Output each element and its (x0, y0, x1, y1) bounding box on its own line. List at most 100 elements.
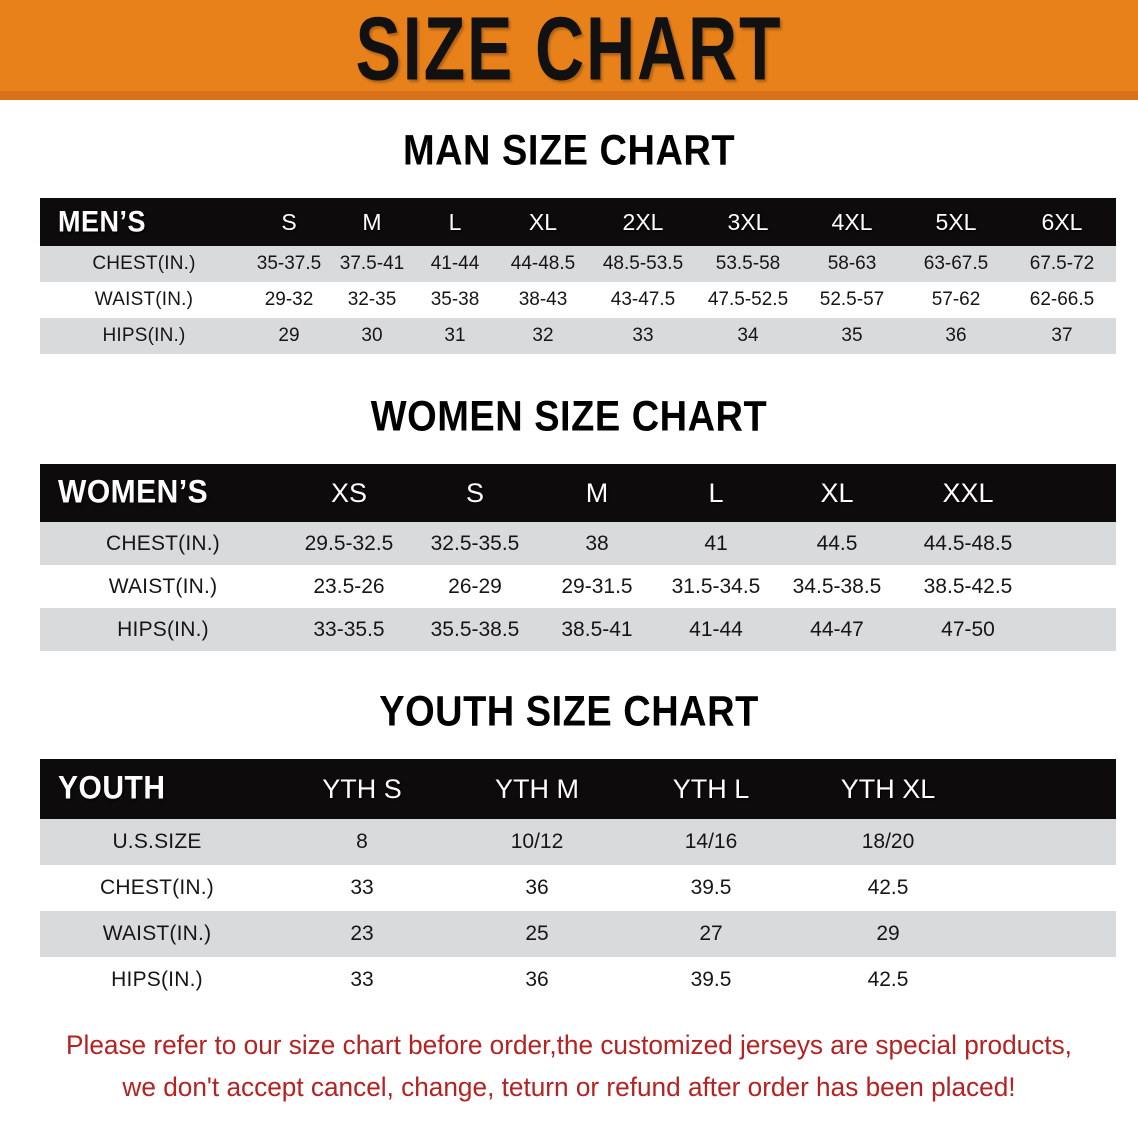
men-row-label-0: CHEST(IN.) (40, 246, 248, 282)
women-row-label-0: CHEST(IN.) (40, 522, 286, 565)
youth-cell-3-3: 42.5 (798, 957, 978, 1003)
men-cell-0-4: 48.5-53.5 (590, 246, 696, 282)
men-col-header-5: 3XL (727, 208, 769, 235)
youth-cell-0-1: 10/12 (450, 819, 624, 865)
men-cell-2-7: 36 (904, 318, 1008, 354)
men-cell-1-3: 38-43 (496, 282, 590, 318)
table-row: HIPS(IN.) 29 30 31 32 33 34 35 36 37 (40, 318, 1116, 354)
women-cell-0-4: 44.5 (776, 522, 898, 565)
page-banner: SIZE CHART (0, 0, 1138, 100)
table-row: CHEST(IN.) 33 36 39.5 42.5 (40, 865, 1116, 911)
women-cell-2-2: 38.5-41 (538, 608, 656, 651)
men-col-header-8: 6XL (1041, 208, 1083, 235)
youth-cell-1-1: 36 (450, 865, 624, 911)
men-cell-0-1: 37.5-41 (330, 246, 414, 282)
youth-cell-1-2: 39.5 (624, 865, 798, 911)
women-cell-1-1: 26-29 (412, 565, 538, 608)
men-col-header-2: L (448, 208, 462, 235)
youth-section-title: YOUTH SIZE CHART (379, 688, 759, 736)
page-title: SIZE CHART (355, 0, 783, 100)
youth-cell-3-1: 36 (450, 957, 624, 1003)
women-cell-0-3: 41 (656, 522, 776, 565)
table-row: HIPS(IN.) 33 36 39.5 42.5 (40, 957, 1116, 1003)
women-cell-1-filler (1038, 565, 1116, 608)
women-cell-2-3: 41-44 (656, 608, 776, 651)
youth-col-header-filler (978, 759, 1116, 819)
women-col-header-1: S (465, 477, 484, 508)
women-cell-0-5: 44.5-48.5 (898, 522, 1038, 565)
women-col-header-4: XL (820, 477, 854, 508)
men-corner-label: MEN’S (58, 205, 147, 238)
men-cell-2-4: 33 (590, 318, 696, 354)
youth-row-label-0: U.S.SIZE (40, 819, 274, 865)
table-row: WAIST(IN.) 23 25 27 29 (40, 911, 1116, 957)
women-size-table-wrapper: WOMEN’S XS S M L XL XXL CHEST(IN.) 29.5-… (40, 464, 1116, 651)
women-row-label-2: HIPS(IN.) (40, 608, 286, 651)
men-cell-1-8: 62-66.5 (1008, 282, 1116, 318)
women-col-header-0: XS (330, 477, 368, 508)
men-col-header-3: XL (528, 208, 558, 235)
women-cell-2-4: 44-47 (776, 608, 898, 651)
men-cell-0-7: 63-67.5 (904, 246, 1008, 282)
women-cell-0-filler (1038, 522, 1116, 565)
youth-col-header-3: YTH XL (840, 773, 936, 804)
men-cell-2-0: 29 (248, 318, 330, 354)
men-cell-1-1: 32-35 (330, 282, 414, 318)
table-row: U.S.SIZE 8 10/12 14/16 18/20 (40, 819, 1116, 865)
youth-col-header-1: YTH M (495, 773, 579, 804)
youth-cell-3-filler (978, 957, 1116, 1003)
youth-row-label-2: WAIST(IN.) (40, 911, 274, 957)
table-row: WAIST(IN.) 23.5-26 26-29 29-31.5 31.5-34… (40, 565, 1116, 608)
women-row-label-1: WAIST(IN.) (40, 565, 286, 608)
youth-cell-3-2: 39.5 (624, 957, 798, 1003)
man-size-table: MEN’S S M L XL 2XL 3XL 4XL 5XL 6XL CHEST… (40, 198, 1116, 354)
women-col-header-2: M (585, 477, 609, 508)
youth-cell-1-0: 33 (274, 865, 450, 911)
youth-row-label-1: CHEST(IN.) (40, 865, 274, 911)
men-cell-2-5: 34 (696, 318, 800, 354)
men-cell-1-5: 47.5-52.5 (696, 282, 800, 318)
men-cell-0-8: 67.5-72 (1008, 246, 1116, 282)
men-cell-2-3: 32 (496, 318, 590, 354)
men-cell-0-0: 35-37.5 (248, 246, 330, 282)
table-header-row: MEN’S S M L XL 2XL 3XL 4XL 5XL 6XL (40, 198, 1116, 246)
women-cell-0-2: 38 (538, 522, 656, 565)
table-row: WAIST(IN.) 29-32 32-35 35-38 38-43 43-47… (40, 282, 1116, 318)
women-cell-1-0: 23.5-26 (286, 565, 412, 608)
women-cell-1-2: 29-31.5 (538, 565, 656, 608)
youth-cell-2-3: 29 (798, 911, 978, 957)
men-col-header-6: 4XL (831, 208, 873, 235)
men-cell-1-7: 57-62 (904, 282, 1008, 318)
women-col-header-5: XXL (942, 477, 994, 508)
men-row-label-2: HIPS(IN.) (40, 318, 248, 354)
men-col-header-4: 2XL (622, 208, 664, 235)
women-cell-1-3: 31.5-34.5 (656, 565, 776, 608)
men-cell-2-6: 35 (800, 318, 904, 354)
man-size-table-wrapper: MEN’S S M L XL 2XL 3XL 4XL 5XL 6XL CHEST… (40, 198, 1116, 354)
men-cell-1-2: 35-38 (414, 282, 496, 318)
women-col-header-filler (1038, 464, 1116, 522)
men-cell-2-1: 30 (330, 318, 414, 354)
women-cell-0-1: 32.5-35.5 (412, 522, 538, 565)
table-row: CHEST(IN.) 29.5-32.5 32.5-35.5 38 41 44.… (40, 522, 1116, 565)
youth-col-header-2: YTH L (672, 773, 750, 804)
youth-cell-2-1: 25 (450, 911, 624, 957)
youth-size-table: YOUTH YTH S YTH M YTH L YTH XL U.S.SIZE … (40, 759, 1116, 1003)
youth-cell-0-3: 18/20 (798, 819, 978, 865)
women-cell-2-5: 47-50 (898, 608, 1038, 651)
men-row-label-1: WAIST(IN.) (40, 282, 248, 318)
disclaimer-note: Please refer to our size chart before or… (40, 1025, 1097, 1109)
disclaimer-line-2: we don't accept cancel, change, teturn o… (122, 1071, 1016, 1102)
men-cell-2-8: 37 (1008, 318, 1116, 354)
table-header-row: YOUTH YTH S YTH M YTH L YTH XL (40, 759, 1116, 819)
youth-cell-1-filler (978, 865, 1116, 911)
youth-cell-1-3: 42.5 (798, 865, 978, 911)
men-cell-1-0: 29-32 (248, 282, 330, 318)
table-row: HIPS(IN.) 33-35.5 35.5-38.5 38.5-41 41-4… (40, 608, 1116, 651)
youth-row-label-3: HIPS(IN.) (40, 957, 274, 1003)
men-col-header-7: 5XL (935, 208, 977, 235)
youth-cell-2-0: 23 (274, 911, 450, 957)
women-section-title: WOMEN SIZE CHART (370, 393, 768, 441)
men-cell-2-2: 31 (414, 318, 496, 354)
women-size-table: WOMEN’S XS S M L XL XXL CHEST(IN.) 29.5-… (40, 464, 1116, 651)
